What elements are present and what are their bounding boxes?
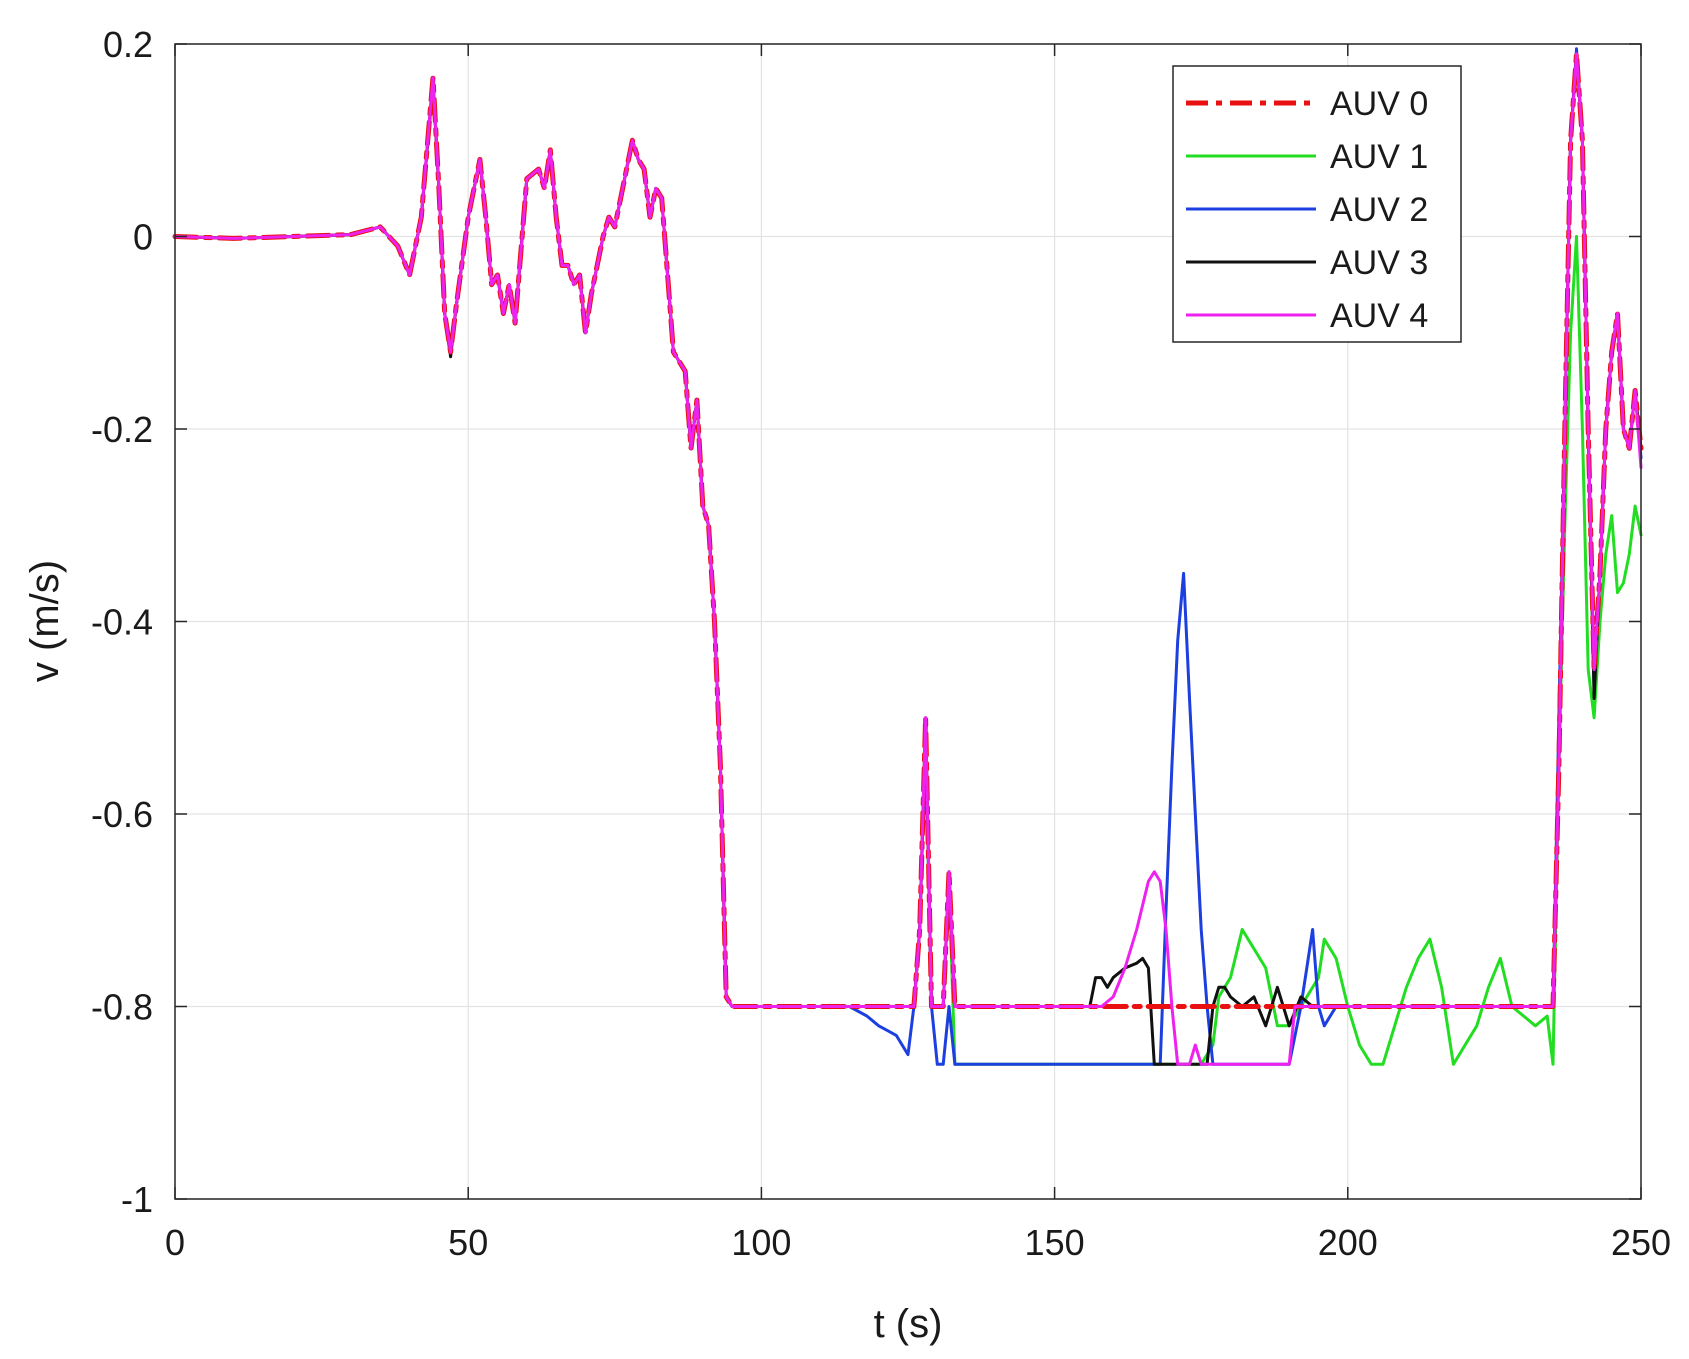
y-tick-label: 0.2: [103, 24, 153, 65]
legend-label: AUV 3: [1330, 244, 1428, 282]
x-tick-labels: 0 50 100 150 200 250: [165, 1222, 1671, 1263]
x-tick-label: 250: [1611, 1222, 1671, 1263]
y-tick-labels: -1 -0.8 -0.6 -0.4 -0.2 0 0.2: [91, 24, 153, 1220]
series-layer: [172, 47, 1644, 1066]
y-tick-label: -0.8: [91, 987, 153, 1028]
legend-box: [1172, 65, 1462, 343]
y-tick-label: -0.2: [91, 409, 153, 450]
ticks: [174, 43, 1642, 1200]
y-axis-label: v (m/s): [23, 560, 67, 682]
x-tick-label: 200: [1318, 1222, 1378, 1263]
y-tick-label: 0: [133, 217, 153, 258]
y-tick-label: -1: [121, 1179, 153, 1220]
x-tick-label: 150: [1025, 1222, 1085, 1263]
legend: AUV 0 AUV 1 AUV 2 AUV 3 AUV 4: [1172, 65, 1462, 343]
x-tick-label: 0: [165, 1222, 185, 1263]
y-tick-label: -0.4: [91, 602, 153, 643]
legend-label: AUV 1: [1330, 138, 1428, 176]
x-tick-label: 50: [448, 1222, 488, 1263]
grid: [174, 43, 1642, 1200]
legend-label: AUV 2: [1330, 191, 1428, 229]
x-axis-label: t (s): [874, 1302, 943, 1346]
series-line-auv-4: [173, 52, 1643, 1066]
legend-label: AUV 0: [1330, 85, 1428, 123]
legend-label: AUV 4: [1330, 297, 1428, 335]
x-tick-label: 100: [731, 1222, 791, 1263]
y-tick-label: -0.6: [91, 794, 153, 835]
